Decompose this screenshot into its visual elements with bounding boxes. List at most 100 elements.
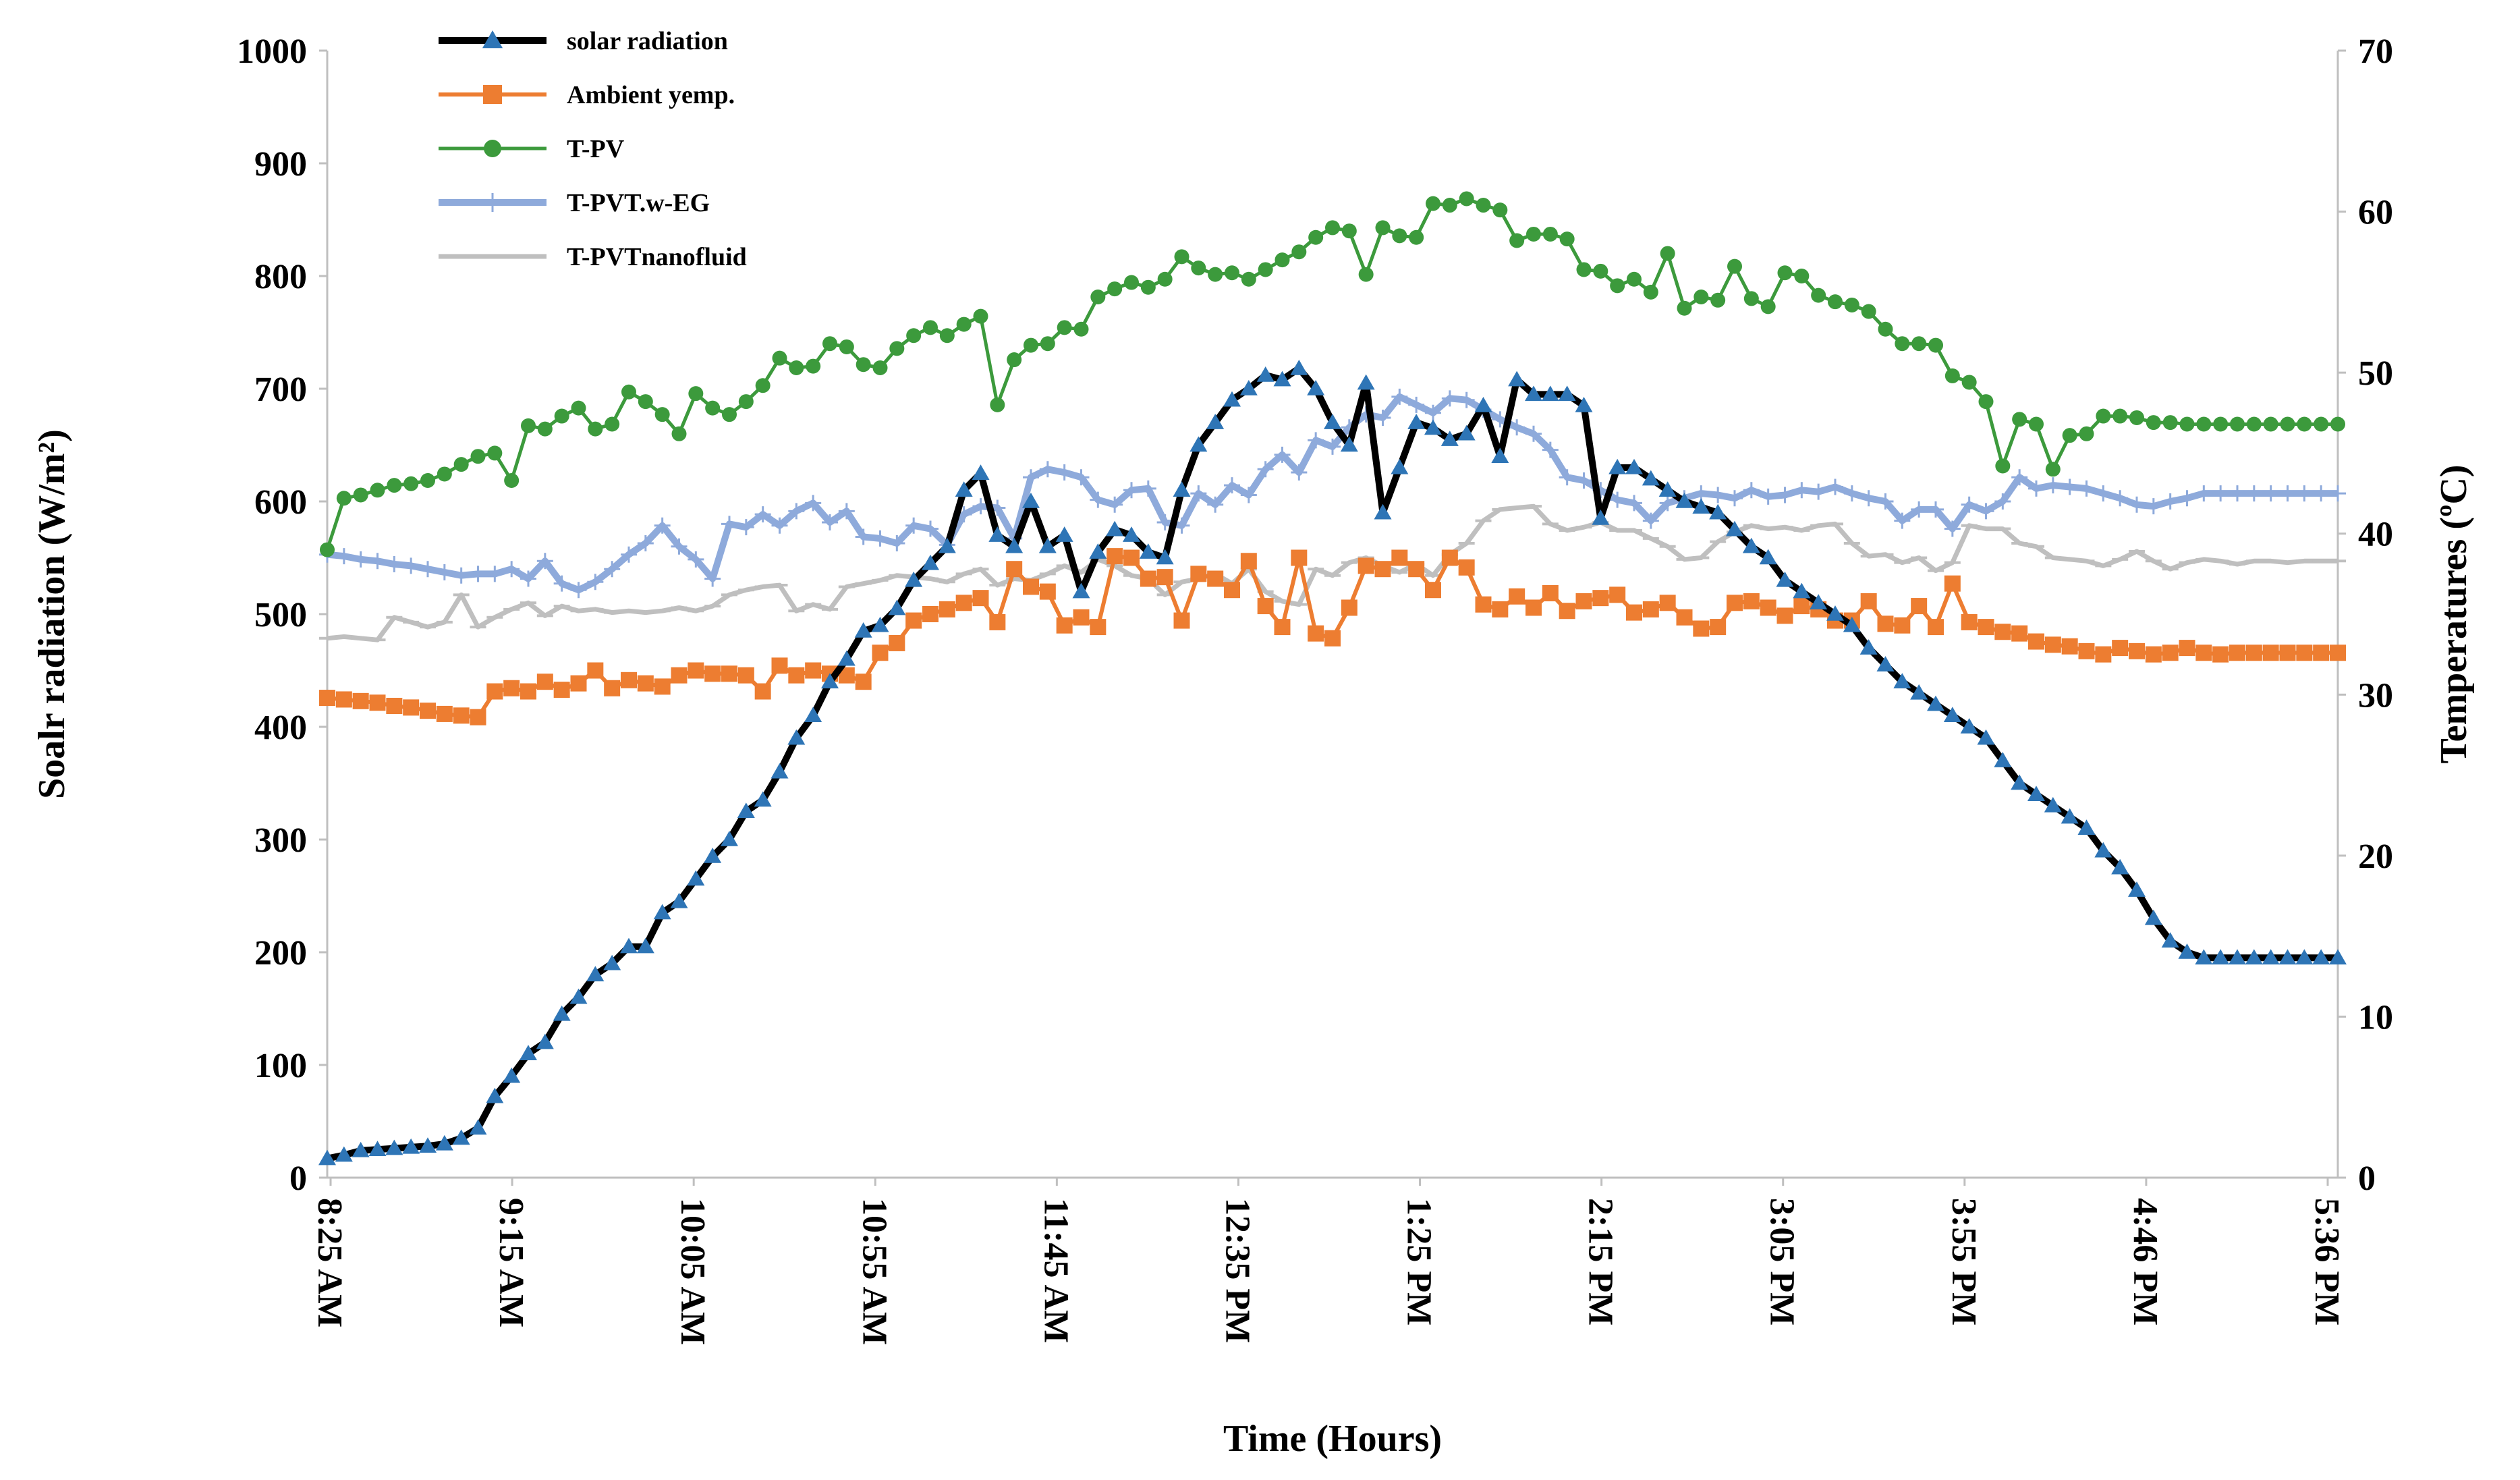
data-point — [721, 665, 737, 682]
data-point — [1107, 548, 1123, 565]
data-point — [1256, 366, 1275, 382]
data-point — [1994, 752, 2012, 767]
data-point — [2011, 469, 2028, 486]
data-point — [2029, 416, 2044, 432]
data-point — [1090, 491, 1107, 508]
data-point — [988, 526, 1007, 542]
data-point — [1860, 593, 1877, 609]
data-point — [1642, 601, 1659, 618]
data-point — [721, 831, 738, 846]
data-point — [1208, 267, 1223, 282]
data-point — [2330, 645, 2346, 661]
data-point — [787, 729, 806, 745]
data-point — [1977, 729, 1995, 745]
data-point — [435, 1134, 453, 1151]
data-point — [654, 517, 671, 534]
data-point — [1240, 487, 1257, 503]
left-y-tick-label: 1000 — [237, 32, 307, 71]
data-point — [1341, 223, 1357, 239]
data-point — [1826, 605, 1844, 621]
data-point — [821, 673, 839, 688]
data-point — [956, 317, 972, 332]
data-point — [1006, 561, 1023, 578]
data-point — [1558, 385, 1576, 402]
data-point — [553, 1005, 571, 1021]
data-point — [1257, 461, 1274, 478]
data-point — [1592, 590, 1609, 607]
data-point — [352, 1141, 370, 1157]
data-point — [436, 564, 453, 580]
right-y-tick-label: 20 — [2358, 838, 2393, 876]
data-point — [1107, 281, 1123, 297]
data-point — [1811, 287, 1826, 303]
data-point — [804, 707, 822, 723]
data-point — [856, 357, 871, 373]
data-point — [520, 570, 536, 587]
data-point — [906, 328, 922, 344]
data-point — [1843, 616, 1861, 632]
data-point — [2129, 410, 2144, 425]
data-point — [1223, 391, 1241, 407]
data-point — [419, 1137, 437, 1153]
right-y-tick-labels: 0 10 20 30 40 50 60 70 — [2338, 32, 2393, 1198]
x-tick-labels: 8:25 AM 9:15 AM 10:05 AM 10:55 AM 11:45 AM 12… — [310, 1178, 2346, 1345]
data-point — [638, 394, 653, 410]
data-point — [2196, 416, 2212, 432]
data-point — [1408, 396, 1425, 413]
left-y-tick-label: 400 — [254, 709, 307, 747]
legend-item: solar radiation — [439, 27, 728, 55]
data-point — [2078, 642, 2095, 659]
data-point — [1174, 249, 1189, 265]
data-point — [1073, 609, 1090, 626]
data-point — [1457, 424, 1476, 441]
data-point — [1676, 609, 1693, 626]
data-point — [1324, 438, 1341, 455]
series-t-pv — [320, 191, 2345, 557]
data-point — [554, 408, 569, 424]
legend-label: T-PVTnanofluid — [567, 243, 747, 271]
data-point — [2245, 485, 2262, 502]
data-point — [1793, 582, 1811, 599]
data-point — [1827, 478, 1843, 495]
data-point — [2061, 478, 2078, 495]
data-point — [688, 662, 704, 679]
data-point — [2179, 640, 2195, 657]
data-point — [1894, 512, 1911, 529]
data-point — [1492, 601, 1509, 618]
legend-swatch-marker — [483, 85, 502, 104]
data-point — [2212, 485, 2229, 502]
data-point — [1642, 512, 1659, 529]
data-point — [1859, 639, 1878, 655]
legend-label: solar radiation — [567, 27, 728, 55]
data-point — [2195, 485, 2212, 502]
data-point — [1039, 583, 1056, 600]
left-y-axis-title: Soalr radiation (W/m²) — [31, 429, 73, 799]
data-point — [805, 495, 822, 512]
data-point — [2146, 415, 2161, 431]
data-point — [1877, 615, 1894, 632]
data-point — [1190, 566, 1207, 582]
data-point — [905, 571, 923, 587]
data-point — [1626, 604, 1642, 621]
data-point — [1090, 290, 1106, 305]
data-point — [2112, 640, 2129, 657]
data-point — [772, 350, 787, 366]
data-point — [872, 645, 889, 661]
x-tick-label: 3:55 PM — [1944, 1198, 1983, 1325]
data-point — [2279, 485, 2296, 502]
data-point — [420, 703, 436, 719]
data-point — [2044, 477, 2061, 494]
data-point — [436, 705, 453, 722]
data-point — [1024, 337, 1038, 353]
data-point — [1860, 490, 1877, 507]
data-point — [1961, 613, 1978, 630]
data-point — [1291, 244, 1307, 260]
data-point — [2162, 645, 2179, 661]
x-tick-label: 9:15 AM — [492, 1198, 530, 1327]
data-point — [704, 570, 721, 587]
data-point — [2313, 485, 2330, 502]
data-point — [571, 400, 586, 416]
data-point — [905, 612, 922, 629]
data-point — [1776, 571, 1794, 587]
data-point — [1391, 458, 1409, 474]
